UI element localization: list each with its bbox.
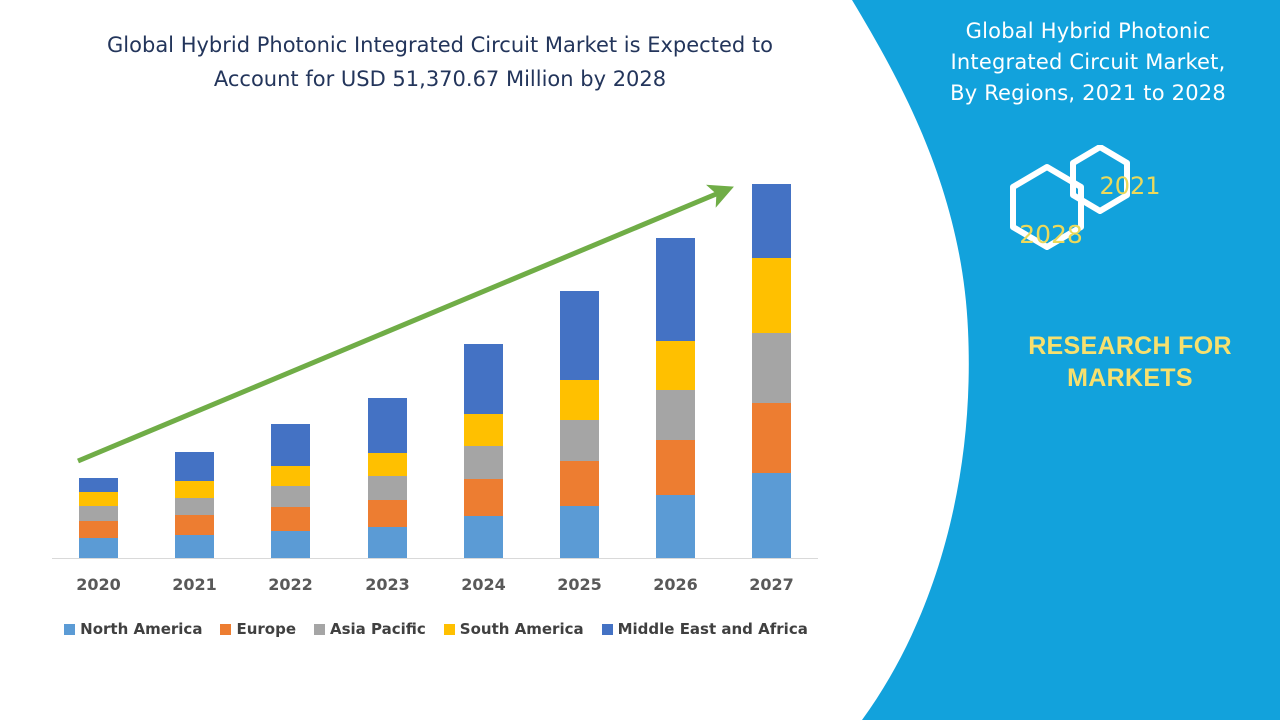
- legend-item[interactable]: Middle East and Africa: [601, 620, 808, 638]
- bar-segment: [175, 515, 214, 535]
- bar-segment: [656, 440, 695, 495]
- x-axis-tick-label: 2027: [749, 575, 794, 594]
- legend-item[interactable]: South America: [443, 620, 584, 638]
- bar-segment: [464, 344, 503, 414]
- x-axis-line: [52, 558, 818, 559]
- bar-segment: [752, 403, 791, 473]
- bar-segment: [656, 341, 695, 390]
- bar-segment: [79, 521, 118, 538]
- bar-segment: [175, 481, 214, 498]
- bar-segment: [560, 291, 599, 380]
- legend-color-swatch: [220, 623, 232, 635]
- hexagon-badge-group: [985, 144, 1185, 290]
- bar-segment: [560, 380, 599, 420]
- bar-segment: [79, 492, 118, 506]
- bar-segment: [175, 535, 214, 558]
- legend-color-swatch: [64, 623, 76, 635]
- bar-segment: [368, 398, 407, 453]
- x-axis-tick-label: 2025: [557, 575, 602, 594]
- bar-segment: [368, 476, 407, 500]
- hexagon-2021-shape: [1070, 144, 1130, 214]
- hexagon-2028-shape: [1010, 164, 1084, 250]
- bar-segment: [79, 538, 118, 558]
- trend-arrow-icon: [77, 184, 734, 464]
- bar-segment: [656, 390, 695, 440]
- panel-title-line-1: Global Hybrid Photonic: [965, 19, 1211, 43]
- bar-segment: [464, 414, 503, 446]
- bar-segment: [271, 486, 310, 507]
- x-axis-tick-label: 2023: [365, 575, 410, 594]
- bar-segment: [271, 424, 310, 466]
- bar-segment: [560, 506, 599, 558]
- legend-label: South America: [459, 620, 584, 638]
- bar-segment: [752, 333, 791, 403]
- bar-segment: [464, 516, 503, 558]
- panel-title-line-2: Integrated Circuit Market,: [950, 50, 1226, 74]
- hexagon-2021-label: 2021: [1099, 172, 1161, 200]
- legend-color-swatch: [601, 623, 613, 635]
- bar-segment: [560, 461, 599, 506]
- bar-segment: [464, 446, 503, 479]
- panel-title: Global Hybrid Photonic Integrated Circui…: [928, 16, 1248, 109]
- chart-legend: North America Europe Asia Pacific South Ame…: [52, 617, 820, 641]
- x-axis-tick-label: 2020: [76, 575, 121, 594]
- bar-segment: [79, 478, 118, 492]
- bar-segment: [368, 453, 407, 476]
- bar-segment: [656, 495, 695, 558]
- bar-segment: [752, 258, 791, 333]
- x-axis-tick-label: 2026: [653, 575, 698, 594]
- bar-segment: [271, 466, 310, 486]
- legend-label: Asia Pacific: [330, 620, 426, 638]
- bar-segment: [752, 473, 791, 558]
- brand-line-2: MARKETS: [1067, 364, 1193, 392]
- bar-segment: [656, 238, 695, 341]
- legend-item[interactable]: Asia Pacific: [314, 620, 426, 638]
- legend-label: Europe: [236, 620, 296, 638]
- panel-title-line-3: By Regions, 2021 to 2028: [950, 81, 1226, 105]
- legend-item[interactable]: North America: [64, 620, 202, 638]
- bar-segment: [560, 420, 599, 461]
- brand-line-1: RESEARCH FOR: [1028, 332, 1232, 360]
- x-axis-tick-label: 2022: [268, 575, 313, 594]
- x-axis-tick-label: 2021: [172, 575, 217, 594]
- bar-segment: [271, 507, 310, 531]
- brand-wordmark: RESEARCH FOR MARKETS: [1010, 330, 1250, 394]
- chart-title-line-2: Account for USD 51,370.67 Million by 202…: [213, 67, 667, 91]
- bar-segment: [752, 184, 791, 258]
- bar-segment: [175, 498, 214, 515]
- bar-segment: [368, 500, 407, 527]
- legend-label: North America: [80, 620, 203, 638]
- hexagon-2028-label: 2028: [1019, 220, 1083, 249]
- bar-segment: [271, 531, 310, 558]
- bar-segment: [464, 479, 503, 516]
- legend-color-swatch: [314, 623, 325, 635]
- stacked-bar-chart: 2020 2021 2022 2023 2024 2025 2026 2027: [52, 184, 818, 594]
- chart-title-line-1: Global Hybrid Photonic Integrated Circui…: [107, 33, 773, 57]
- bar-segment: [175, 452, 214, 481]
- legend-color-swatch: [443, 623, 455, 635]
- legend-label: Middle East and Africa: [617, 620, 808, 638]
- legend-item[interactable]: Europe: [220, 620, 296, 638]
- chart-title: Global Hybrid Photonic Integrated Circui…: [60, 28, 820, 96]
- bar-segment: [368, 527, 407, 558]
- x-axis-tick-label: 2024: [461, 575, 506, 594]
- bar-segment: [79, 506, 118, 521]
